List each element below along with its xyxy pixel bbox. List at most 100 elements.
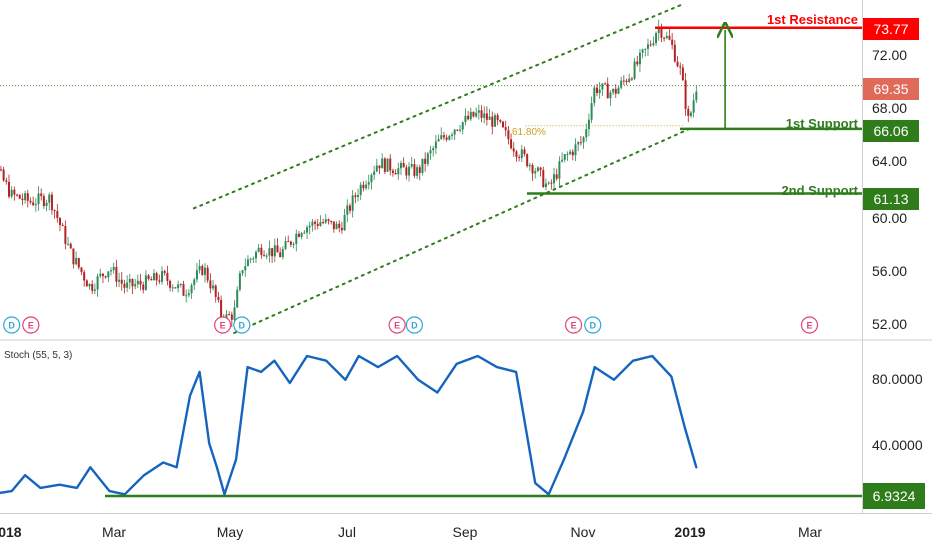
candle-body <box>249 258 252 260</box>
candle-body <box>289 241 292 245</box>
candle-body <box>410 164 413 167</box>
candle-body <box>18 194 21 199</box>
candle-body <box>166 272 169 281</box>
event-marker[interactable]: D <box>405 316 424 334</box>
candle-body <box>386 158 389 172</box>
candle-body <box>287 241 290 243</box>
candle-body <box>641 49 644 53</box>
candle-body <box>531 164 534 174</box>
candle-body <box>673 44 676 62</box>
candle-body <box>539 167 542 171</box>
candle-body <box>515 151 518 157</box>
fibonacci-retracement: 61.80% <box>512 125 685 138</box>
time-tick-sep: Sep <box>453 524 478 540</box>
candle-body <box>526 154 529 167</box>
candle-body <box>246 259 249 267</box>
candle-body <box>671 39 674 45</box>
candle-body <box>32 202 35 206</box>
candle-body <box>512 148 515 152</box>
candle-body <box>88 283 91 287</box>
candle-body <box>24 193 27 201</box>
event-marker[interactable]: D <box>3 316 21 334</box>
event-marker[interactable]: E <box>22 316 40 334</box>
event-marker-letter: E <box>220 321 226 331</box>
candle-body <box>346 205 349 215</box>
candle-body <box>464 115 467 123</box>
candle-body <box>332 221 335 230</box>
candle-body <box>53 210 56 212</box>
candle-body <box>306 227 309 233</box>
candle-body <box>544 183 547 188</box>
candle-body <box>327 219 330 221</box>
candle-body <box>571 151 574 156</box>
candle-body <box>692 100 695 113</box>
candle-body <box>354 195 357 198</box>
candle-body <box>193 279 196 286</box>
stoch-level-badge <box>863 483 925 509</box>
resistance-1-value: 73.77 <box>873 21 908 37</box>
candle-body <box>397 168 400 175</box>
candle-body <box>601 83 604 90</box>
candle-body <box>496 115 499 121</box>
candle-body <box>520 149 523 158</box>
candle-body <box>16 194 19 196</box>
candle-body <box>34 204 37 206</box>
candle-body <box>37 193 40 205</box>
candle-body <box>131 278 134 287</box>
candle-body <box>450 134 453 136</box>
candle-body <box>260 247 263 256</box>
event-marker[interactable]: E <box>564 316 583 334</box>
event-marker[interactable]: E <box>388 316 406 334</box>
candle-body <box>456 129 459 131</box>
candle-body <box>383 158 386 172</box>
price-axis[interactable]: 52.00 56.00 60.00 64.00 68.00 72.00 73.7… <box>863 18 925 509</box>
fib-label: 61.80% <box>512 127 546 138</box>
price-tick-68: 68.00 <box>872 100 907 116</box>
candle-body <box>190 285 193 294</box>
candle-body <box>348 205 351 211</box>
candle-body <box>5 180 8 182</box>
candle-body <box>13 189 16 195</box>
candle-body <box>542 170 545 188</box>
candle-body <box>365 184 368 189</box>
candle-body <box>488 116 491 120</box>
candle-body <box>198 265 201 271</box>
candle-body <box>195 270 198 280</box>
candle-body <box>558 161 561 179</box>
candle-body <box>123 283 126 288</box>
event-marker[interactable]: D <box>584 316 602 334</box>
candle-body <box>434 141 437 149</box>
candle-body <box>362 184 365 189</box>
candle-body <box>475 112 478 117</box>
event-marker[interactable]: D <box>233 316 251 334</box>
event-marker-circle <box>564 316 583 334</box>
stochastic-pane[interactable]: Stoch (55, 5, 3) <box>0 350 862 498</box>
candle-body <box>340 227 343 231</box>
last-price-value: 69.35 <box>873 81 908 97</box>
candle-body <box>555 174 558 179</box>
candle-body <box>668 35 671 40</box>
price-pane[interactable]: 61.80% 1st Resistance 1st Support 2nd Su… <box>0 4 862 334</box>
candle-body <box>687 108 690 116</box>
candle-body <box>453 129 456 135</box>
candle-body <box>322 222 325 224</box>
candle-body <box>236 289 239 308</box>
candle-body <box>499 120 502 122</box>
candle-body <box>359 184 362 196</box>
candle-body <box>563 154 566 160</box>
event-marker[interactable]: E <box>214 316 232 334</box>
event-marker-circle <box>22 316 40 334</box>
price-tick-52: 52.00 <box>872 316 907 332</box>
candle-body <box>21 198 24 201</box>
channel-upper-line <box>192 4 682 210</box>
event-marker-letter: D <box>239 321 246 331</box>
event-marker[interactable]: E <box>800 316 819 334</box>
time-axis[interactable]: 2018 Mar May Jul Sep Nov 2019 Mar <box>0 524 822 540</box>
candle-body <box>391 170 394 174</box>
candle-body <box>689 112 692 116</box>
candle-body <box>644 48 647 50</box>
candle-body <box>308 225 311 228</box>
candle-body <box>370 174 373 183</box>
